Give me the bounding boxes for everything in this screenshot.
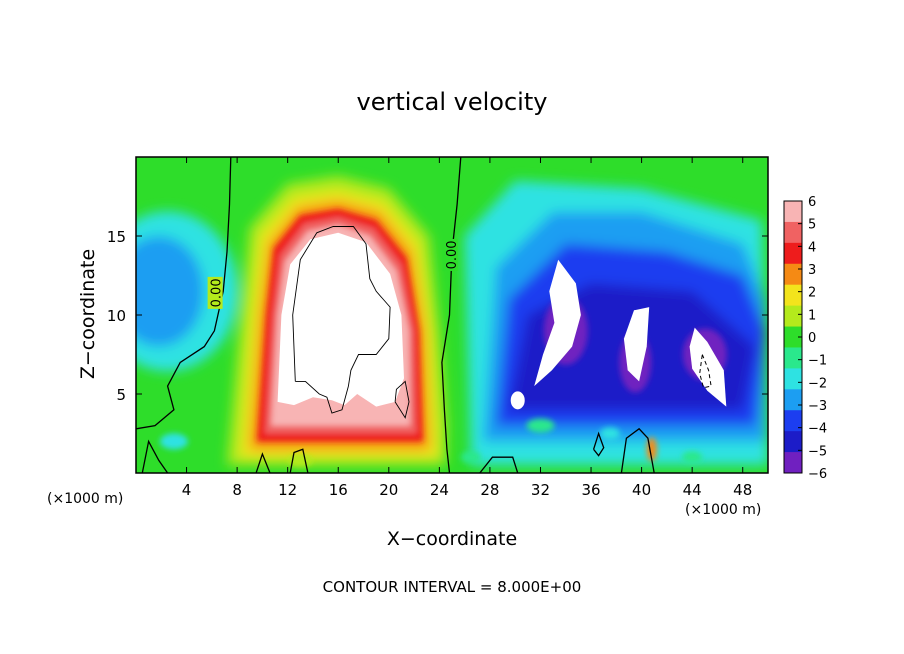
colorbar-swatch-11 <box>784 431 802 453</box>
colorbar-label-8: −2 <box>808 376 827 391</box>
contour-label-bg-2 <box>442 238 458 271</box>
x-axis-label: X−coordinate <box>386 528 518 550</box>
colorbar-swatch-5 <box>784 305 802 328</box>
y-axis: 5 10 15 <box>107 228 768 404</box>
contour-label-west: 0.00 <box>210 278 225 307</box>
x-tick-label-40: 40 <box>632 481 651 499</box>
colorbar-label-1: 5 <box>808 218 816 233</box>
contour-label-bg-1 <box>207 276 223 309</box>
surface-blob-5 <box>600 427 620 440</box>
zero-contour-west <box>136 157 232 430</box>
y-tick-label-10: 10 <box>107 307 126 325</box>
zero-contour-east <box>441 157 462 473</box>
colorbar-swatch-1 <box>784 221 802 244</box>
colorbar-label-5: 1 <box>808 308 816 323</box>
surface-blob-7 <box>682 451 703 464</box>
colorbar-swatch-10 <box>784 410 802 432</box>
x-tick-label-16: 16 <box>329 481 348 499</box>
colorbar-swatch-12 <box>784 452 802 474</box>
x-unit-label-right: (×1000 m) <box>685 502 762 518</box>
colorbar-label-6: 0 <box>808 331 816 346</box>
updraft-white-core <box>277 232 404 407</box>
zero-contour-blob-1 <box>141 439 169 473</box>
x-tick-label-20: 20 <box>379 481 398 499</box>
colorbar-swatch-3 <box>784 263 802 286</box>
contour-interval-label: CONTOUR INTERVAL = 8.000E+00 <box>322 578 582 596</box>
colorbar-swatch-2 <box>784 242 802 265</box>
west-downdraft-inner <box>136 236 204 347</box>
zero-contour-blob-5 <box>620 427 655 473</box>
x-tick-label-12: 12 <box>278 481 297 499</box>
colorbar-label-0: 6 <box>808 195 816 210</box>
downdraft-white-2 <box>623 307 650 382</box>
x-tick-label-32: 32 <box>531 481 550 499</box>
colorbar-swatch-9 <box>784 389 802 411</box>
colorbar-label-11: −5 <box>808 444 827 459</box>
contour-plus-8-small <box>394 380 410 419</box>
colorbar-swatch-4 <box>784 284 802 307</box>
downdraft-white-1 <box>534 259 581 387</box>
y-tick-label-5: 5 <box>116 386 126 404</box>
y-tick-label-15: 15 <box>107 228 126 246</box>
x-tick-label-28: 28 <box>480 481 499 499</box>
x-tick-label-48: 48 <box>733 481 752 499</box>
x-tick-label-36: 36 <box>581 481 600 499</box>
surface-blob-1 <box>159 433 188 450</box>
colorbar: 6 5 4 3 2 1 0 −1 −2 −3 −4 −5 −6 <box>783 195 827 482</box>
colorbar-label-12: −6 <box>808 467 827 482</box>
surface-blob-3 <box>460 451 481 464</box>
downdraft-white-4 <box>510 391 525 410</box>
colorbar-swatch-0 <box>784 201 802 223</box>
colorbar-label-7: −1 <box>808 354 827 369</box>
colorbar-label-4: 2 <box>808 286 816 301</box>
x-tick-label-8: 8 <box>232 481 242 499</box>
contour-lines: 0.00 0.00 <box>136 157 712 473</box>
contour-label-east: 0.00 <box>445 240 460 269</box>
x-unit-label-left: (×1000 m) <box>47 491 124 507</box>
zero-contour-blob-3 <box>289 448 309 473</box>
x-tick-label-44: 44 <box>683 481 702 499</box>
x-axis: 4 8 12 16 20 24 28 32 36 40 44 48 <box>182 157 752 499</box>
colorbar-label-2: 4 <box>808 240 816 255</box>
colorbar-label-9: −3 <box>808 399 827 414</box>
zero-contour-blob-4 <box>479 456 519 473</box>
downdraft-white-3 <box>689 327 727 407</box>
colorbar-label-3: 3 <box>808 263 816 278</box>
x-tick-label-4: 4 <box>182 481 192 499</box>
colorbar-label-10: −4 <box>808 422 827 437</box>
colorbar-swatch-7 <box>784 347 802 369</box>
contour-minus-8-dashed <box>699 354 712 389</box>
contour-plus-8 <box>292 226 391 414</box>
colorbar-swatch-6 <box>784 326 802 348</box>
chart-title: vertical velocity <box>356 88 548 116</box>
velocity-field <box>136 157 768 473</box>
colorbar-swatch-8 <box>784 368 802 390</box>
zero-contour-blob-6 <box>592 431 605 457</box>
x-tick-label-24: 24 <box>430 481 449 499</box>
zero-contour-blob-2 <box>255 452 271 473</box>
surface-blob-4 <box>526 418 555 433</box>
